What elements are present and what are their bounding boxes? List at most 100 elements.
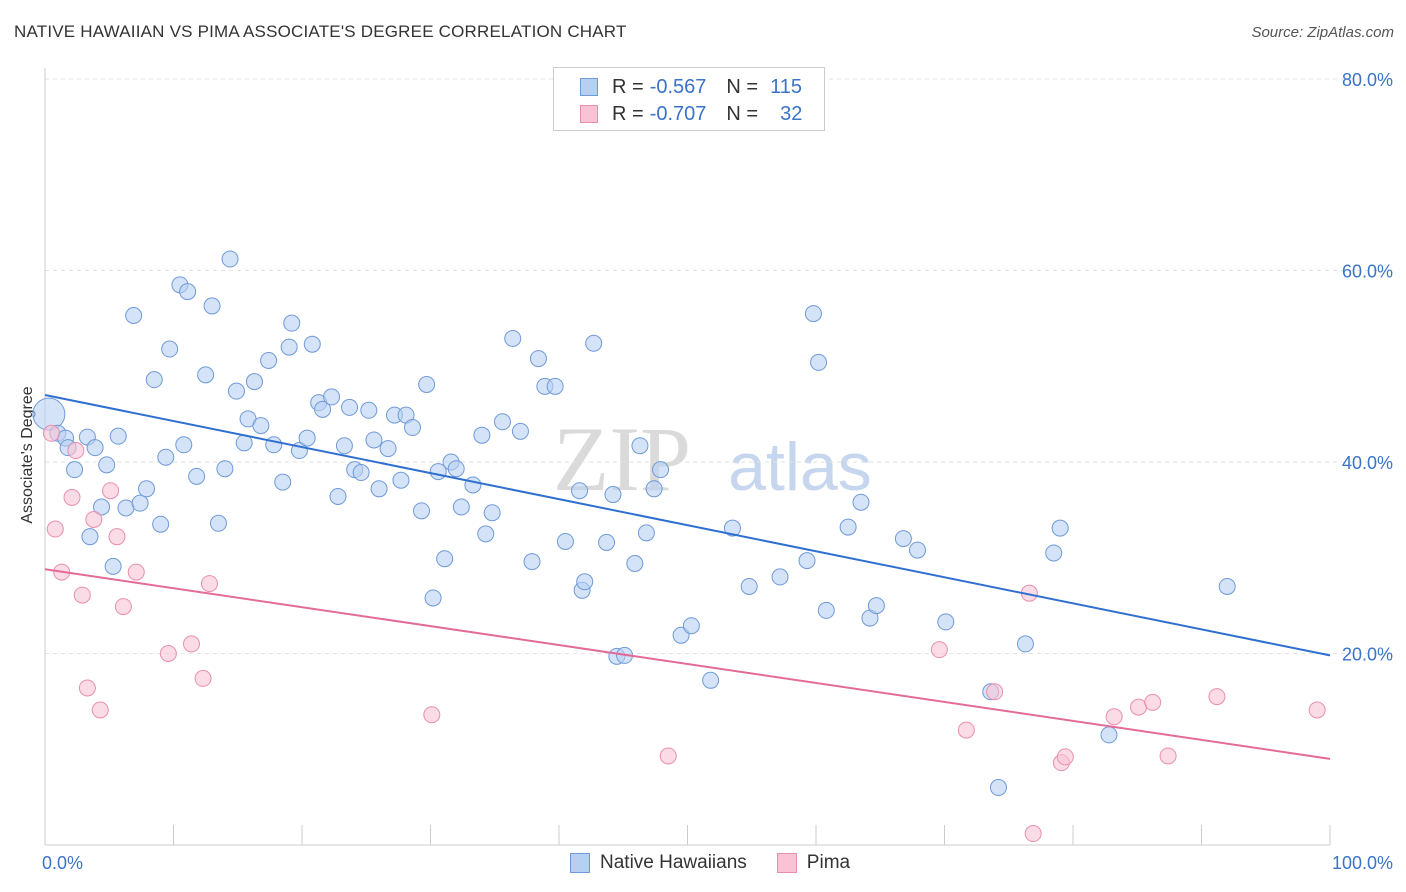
pima-point <box>986 683 1004 701</box>
native-hawaiian-point <box>523 553 541 571</box>
native-hawaiian-point <box>360 401 378 419</box>
pima-point <box>127 563 145 581</box>
pima-point <box>114 598 132 616</box>
legend-n-value: 115 <box>770 75 802 98</box>
native-hawaiian-point <box>504 329 522 347</box>
pima-point <box>957 721 975 739</box>
native-hawaiian-point <box>179 283 197 301</box>
native-hawaiian-point <box>145 371 163 389</box>
pima-point <box>194 669 212 687</box>
native-hawaiian-point <box>546 377 564 395</box>
pima-point <box>1159 747 1177 765</box>
native-hawaiian-point <box>152 515 170 533</box>
native-hawaiian-point <box>637 524 655 542</box>
native-hawaiian-point <box>804 305 822 323</box>
native-hawaiian-point <box>379 440 397 458</box>
pima-point <box>102 482 120 500</box>
native-hawaiian-point <box>323 388 341 406</box>
native-hawaiian-point <box>404 419 422 437</box>
native-hawaiian-point <box>483 504 501 522</box>
pima-point <box>1208 688 1226 706</box>
pima-point <box>46 520 64 538</box>
native-hawaiian-point <box>341 398 359 416</box>
pima-point <box>1024 825 1042 843</box>
pima-point <box>1105 708 1123 726</box>
native-hawaiian-point <box>810 353 828 371</box>
series-legend: Native Hawaiians Pima <box>570 852 880 874</box>
y-tick-label: 60.0% <box>1342 262 1393 282</box>
native-hawaiian-point <box>464 476 482 494</box>
pima-point <box>930 641 948 659</box>
pima-point <box>1130 698 1148 716</box>
native-hawaiian-point <box>175 436 193 454</box>
native-hawaiian-trend-line <box>44 393 1331 657</box>
y-tick-label: 20.0% <box>1342 645 1393 665</box>
legend-swatch-pink <box>776 853 797 873</box>
native-hawaiian-point <box>161 340 179 358</box>
chart-title: NATIVE HAWAIIAN VS PIMA ASSOCIATE'S DEGR… <box>14 22 627 41</box>
native-hawaiian-point <box>894 530 912 548</box>
native-hawaiian-point <box>909 541 927 559</box>
native-hawaiian-point <box>365 431 383 449</box>
native-hawaiian-point <box>392 471 410 489</box>
native-hawaiian-point <box>245 373 263 391</box>
y-tick-label: 40.0% <box>1342 453 1393 473</box>
native-hawaiian-point <box>1016 635 1034 653</box>
native-hawaiian-point <box>188 467 206 485</box>
native-hawaiian-point <box>556 532 574 550</box>
legend-swatch-blue <box>570 853 590 873</box>
pima-point <box>159 645 177 662</box>
pima-point <box>423 706 441 724</box>
native-hawaiian-point <box>298 429 316 447</box>
native-hawaiian-point <box>314 400 332 418</box>
native-hawaiian-point <box>117 499 135 517</box>
native-hawaiian-point <box>221 250 239 268</box>
pima-trend-line <box>44 568 1331 760</box>
pima-point <box>182 635 200 653</box>
native-hawaiian-point <box>576 573 594 591</box>
native-hawaiian-point <box>252 417 270 435</box>
native-hawaiian-point <box>473 426 491 444</box>
native-hawaiian-point <box>436 550 454 568</box>
native-hawaiian-point <box>138 480 156 498</box>
native-hawaiian-point <box>418 375 436 393</box>
native-hawaiian-point <box>209 514 227 532</box>
native-hawaiian-point <box>329 487 347 505</box>
legend-row-pima: R = -0.707 N = 32 <box>554 100 802 128</box>
watermark-atlas: atlas <box>728 429 872 505</box>
native-hawaiian-point <box>740 577 758 595</box>
native-hawaiian-point <box>274 473 292 491</box>
native-hawaiian-point <box>447 460 465 478</box>
pima-point <box>78 679 96 697</box>
stats-legend: R = -0.567 N = 115 R = -0.707 N = 32 <box>553 67 825 131</box>
native-hawaiian-point <box>511 422 529 440</box>
native-hawaiian-point <box>370 480 388 498</box>
x-tick-label: 100.0% <box>1332 853 1393 873</box>
legend-swatch-pink <box>580 105 598 123</box>
native-hawaiian-point <box>839 518 857 536</box>
native-hawaiian-point <box>283 314 301 332</box>
native-hawaiian-point <box>413 502 431 520</box>
legend-n-label: N = <box>726 75 759 98</box>
native-hawaiian-point <box>335 437 353 455</box>
legend-n-value: 32 <box>780 102 803 125</box>
legend-item-pima: Pima <box>776 852 851 874</box>
native-hawaiian-point <box>86 439 104 457</box>
native-hawaiian-point <box>477 525 495 543</box>
legend-r-value: -0.567 <box>649 75 707 98</box>
native-hawaiian-point <box>1045 544 1063 562</box>
native-hawaiian-point <box>682 617 700 635</box>
pima-point <box>63 488 81 506</box>
y-tick-label: 80.0% <box>1342 70 1393 90</box>
x-tick-label: 0.0% <box>42 853 83 873</box>
native-hawaiian-point <box>81 528 99 546</box>
legend-label-native-hawaiians: Native Hawaiians <box>600 852 747 873</box>
native-hawaiian-point <box>352 464 370 482</box>
native-hawaiian-point <box>197 366 215 384</box>
legend-label-pima: Pima <box>806 852 851 873</box>
native-hawaiian-point <box>798 552 816 570</box>
legend-r-label: R = <box>612 102 644 125</box>
native-hawaiian-point <box>652 461 670 479</box>
native-hawaiian-point <box>452 498 470 516</box>
native-hawaiian-point <box>645 480 663 498</box>
